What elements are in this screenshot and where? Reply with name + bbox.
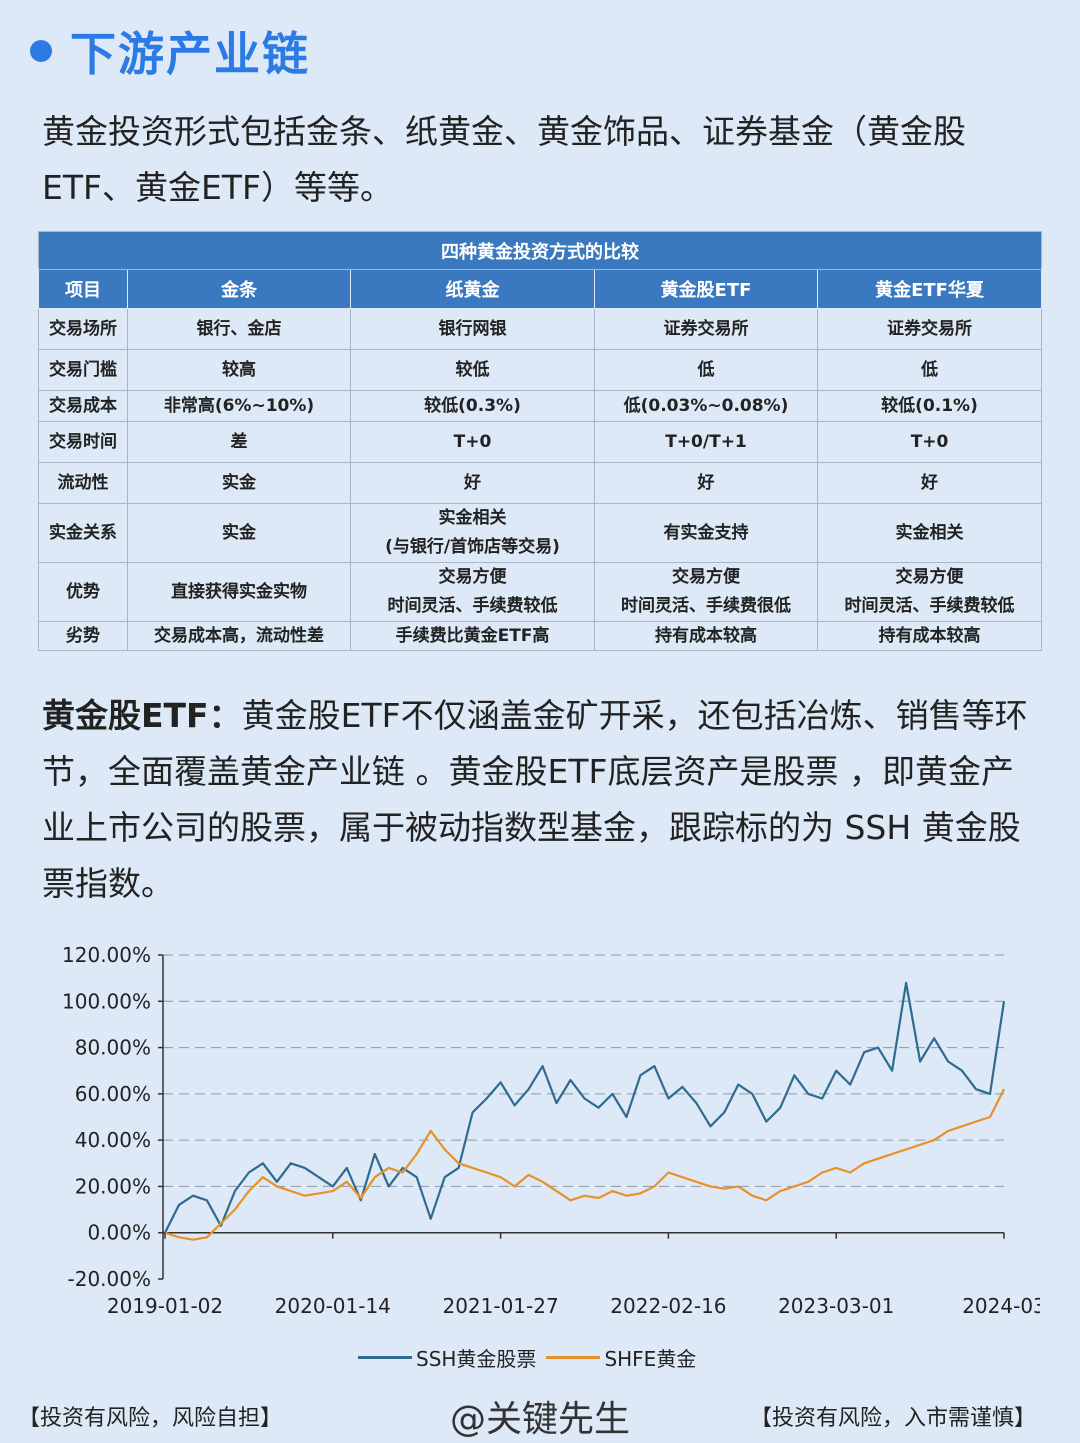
footer-disclaimer-right: 【投资有风险，入市需谨慎】	[750, 1406, 1037, 1431]
table-cell: 实金	[127, 503, 351, 563]
row-label-cell: 劣势	[38, 621, 128, 651]
x-tick-label: 2020-01-14	[275, 1294, 391, 1318]
table-cell: T+0/T+1	[594, 421, 818, 463]
section-title: 下游产业链	[70, 27, 310, 81]
comparison-table: 四种黄金投资方式的比较 项目 金条 纸黄金 黄金股ETF 黄金ETF华夏 交易场所 银行、金店…	[37, 231, 1043, 651]
y-tick-label: 20.00%	[75, 1174, 151, 1198]
footer-disclaimer-left: 【投资有风险，风险自担】	[18, 1406, 283, 1431]
paragraph-body: 黄金股ETF不仅涵盖金矿开采，还包括冶炼、销售等环节，全面覆盖黄金产业链 。黄金…	[42, 696, 1028, 903]
table-cell: T+0	[350, 421, 595, 463]
gold-chart: 120.00% 100.00% 80.00% 60.00% 40.00% 20.00% 0.…	[62, 943, 1040, 1318]
legend-swatch-shfe	[546, 1356, 601, 1359]
row-label-cell: 流动性	[38, 462, 128, 504]
y-tick-label: 60.00%	[75, 1082, 151, 1106]
table-row: 优势 直接获得实金实物 交易方便 时间灵活、手续费较低 交易方便 时间灵活、手续费很低…	[38, 562, 1043, 622]
intro-paragraph: 黄金投资形式包括金条、纸黄金、黄金饰品、证券基金（黄金股ETF、黄金ETF）等等…	[42, 112, 966, 207]
table-cell: 较低(0.1%)	[816, 390, 1043, 422]
table-cell: T+0	[816, 421, 1043, 463]
table-row: 交易时间差 T+0 T+0/T+1 T+0	[38, 421, 1043, 463]
x-tick-label: 2023-03-01	[778, 1294, 894, 1318]
table-row: 实金关系 实金 实金相关 (与银行/首饰店等交易) 有实金支持 实金相关	[38, 503, 1043, 563]
legend-label-ssh: SSH黄金股票	[416, 1347, 537, 1371]
table-cell: 证券交易所	[816, 308, 1043, 350]
table-cell: 较高	[127, 349, 351, 391]
table-cell: 银行网银	[350, 308, 595, 350]
table-cell: 好	[816, 462, 1043, 504]
row-label-cell: 交易成本	[38, 390, 128, 422]
table-cell: 较低	[350, 349, 595, 391]
table-cell: 实金	[127, 462, 351, 504]
section-header: 下游产业链	[30, 18, 310, 84]
series-line-shfe	[164, 1088, 1005, 1241]
table-row: 交易成本 非常高(6%~10%) 较低(0.3%) 低(0.03%~0.08%) 较低(…	[38, 390, 1043, 422]
table-cell: 差	[127, 421, 351, 463]
series-line-ssh	[164, 981, 1006, 1234]
y-tick-label: 120.00%	[62, 943, 151, 967]
table-row: 流动性 实金好好好	[38, 462, 1043, 504]
y-tick-label: 80.00%	[75, 1036, 151, 1060]
table-cell: 低	[816, 349, 1043, 391]
table-caption: 四种黄金投资方式的比较	[37, 231, 1043, 270]
table-cell: 持有成本较高	[816, 621, 1043, 651]
row-label-cell: 交易场所	[38, 308, 128, 350]
table-header-cell: 纸黄金	[350, 269, 595, 309]
table-cell: 交易方便 时间灵活、手续费较低	[350, 562, 595, 622]
table-cell: 证券交易所	[594, 308, 818, 350]
table-cell: 交易方便 时间灵活、手续费较低	[816, 562, 1043, 622]
table-cell: 手续费比黄金ETF高	[350, 621, 595, 651]
table-header-cell: 金条	[127, 269, 351, 309]
table-header-cell: 黄金股ETF	[594, 269, 818, 309]
x-tick-label: 2024-03	[962, 1294, 1040, 1318]
table-cell: 直接获得实金实物	[127, 562, 351, 622]
y-tick-label: -20.00%	[68, 1267, 151, 1291]
row-label-cell: 交易时间	[38, 421, 128, 463]
table-row: 交易场所 银行、金店 银行网银 证券交易所 证券交易所	[38, 308, 1043, 350]
table-cell: 较低(0.3%)	[350, 390, 595, 422]
legend-item-ssh: SSH黄金股票	[358, 1343, 536, 1372]
x-tick-label: 2019-01-02	[107, 1294, 223, 1318]
y-tick-label: 0.00%	[87, 1221, 151, 1245]
table-cell: 低	[594, 349, 818, 391]
table-row: 劣势 交易成本高，流动性差 手续费比黄金ETF高 持有成本较高 持有成本较高	[38, 621, 1043, 651]
table-cell: 交易成本高，流动性差	[127, 621, 351, 651]
bullet-dot	[30, 40, 52, 62]
table-cell: 低(0.03%~0.08%)	[594, 390, 818, 422]
table-cell: 持有成本较高	[594, 621, 818, 651]
legend-label-shfe: SHFE黄金	[604, 1347, 697, 1371]
row-label-cell: 优势	[38, 562, 128, 622]
x-tick-label: 2022-02-16	[610, 1294, 726, 1318]
table-cell: 非常高(6%~10%)	[127, 390, 351, 422]
chart-legend: SSH黄金股票 SHFE黄金	[358, 1343, 706, 1372]
table-header-cell: 黄金ETF华夏	[816, 269, 1043, 309]
table-cell: 交易方便 时间灵活、手续费很低	[594, 562, 818, 622]
table-header-cell: 项目	[38, 269, 128, 309]
table-cell: 实金相关 (与银行/首饰店等交易)	[350, 503, 595, 563]
table-cell: 好	[594, 462, 818, 504]
table-cell: 有实金支持	[594, 503, 818, 563]
footer-author: @关键先生	[450, 1399, 631, 1440]
gold-etf-paragraph: 黄金股ETF：黄金股ETF不仅涵盖金矿开采，还包括冶炼、销售等环节，全面覆盖黄金…	[42, 688, 1042, 912]
paragraph-lead: 黄金股ETF：	[42, 696, 242, 735]
table-cell: 好	[350, 462, 595, 504]
row-label-cell: 实金关系	[38, 503, 128, 563]
legend-item-shfe: SHFE黄金	[546, 1343, 696, 1372]
x-tick-label: 2021-01-27	[442, 1294, 558, 1318]
table-row: 交易门槛 较高 较低低低	[38, 349, 1043, 391]
legend-swatch-ssh	[358, 1356, 412, 1359]
row-label-cell: 交易门槛	[38, 349, 128, 391]
table-cell: 银行、金店	[127, 308, 351, 350]
y-tick-label: 40.00%	[75, 1128, 151, 1152]
y-tick-label: 100.00%	[62, 989, 151, 1013]
table-cell: 实金相关	[816, 503, 1043, 563]
